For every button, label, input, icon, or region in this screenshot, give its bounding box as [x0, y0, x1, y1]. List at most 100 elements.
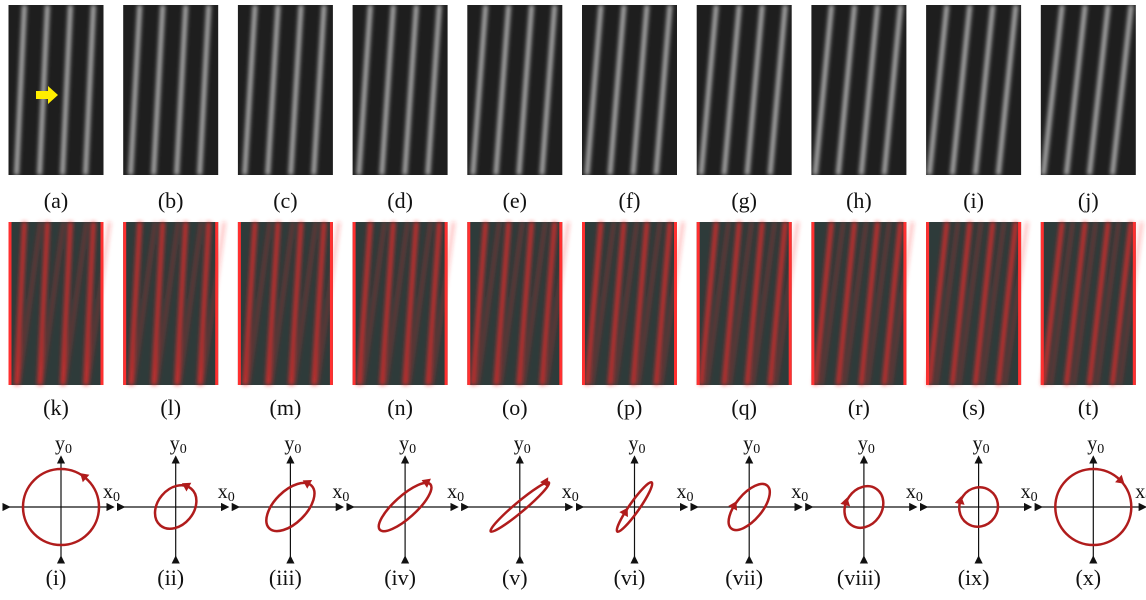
rotation-arrow	[955, 495, 968, 508]
x-axis-label: x0	[103, 481, 120, 506]
axis-sub: 0	[1097, 442, 1104, 457]
edge	[1041, 222, 1044, 385]
image-panel	[811, 222, 912, 385]
y-axis-label: y0	[1087, 433, 1104, 458]
axis-base: x	[447, 481, 457, 503]
axis-base: x	[332, 481, 342, 503]
edge	[9, 222, 12, 385]
axis-sub: 0	[524, 442, 531, 457]
axis-base: x	[103, 481, 113, 503]
edge	[123, 222, 126, 385]
image-panel	[238, 5, 333, 175]
axis-sub: 0	[983, 442, 990, 457]
axis-sub: 0	[65, 442, 72, 457]
image-panel	[238, 222, 339, 385]
panel-label: (viii)	[837, 565, 881, 590]
axis-base: y	[1087, 433, 1097, 455]
axis-sub: 0	[409, 442, 416, 457]
image-panel	[123, 222, 224, 385]
panel-label: (p)	[617, 395, 643, 420]
image-panel	[926, 222, 1027, 385]
y-axis-label: y0	[743, 433, 760, 458]
image-panel	[123, 5, 218, 175]
axis-base: x	[562, 481, 572, 503]
panel-label: (a)	[44, 188, 68, 213]
axis-base: y	[55, 433, 65, 455]
panel-label: (v)	[502, 565, 528, 590]
edge	[903, 222, 906, 385]
edge	[811, 222, 814, 385]
axis-sub: 0	[639, 442, 646, 457]
axis-sub: 0	[572, 490, 579, 505]
panel-label: (q)	[731, 395, 757, 420]
axis-sub: 0	[342, 490, 349, 505]
edge	[215, 222, 218, 385]
panel-label: (c)	[273, 188, 297, 213]
image-panel	[9, 222, 110, 385]
panel-label: (h)	[846, 188, 872, 213]
x-axis-label: x0	[1021, 481, 1038, 506]
edge	[467, 222, 470, 385]
panel-label: (s)	[962, 395, 985, 420]
axis-base: x	[791, 481, 801, 503]
panel-label: (iii)	[269, 565, 302, 590]
panel-label: (k)	[43, 395, 69, 420]
image-panel	[926, 5, 1021, 175]
image-panel	[1041, 5, 1136, 175]
axis-sub: 0	[113, 490, 120, 505]
axis-base: y	[399, 433, 409, 455]
polarization-ellipse	[258, 471, 326, 539]
edge	[101, 222, 104, 385]
panel-label: (e)	[503, 188, 527, 213]
edge	[674, 222, 677, 385]
y-axis-label: y0	[973, 433, 990, 458]
y-axis-label: y0	[55, 433, 72, 458]
panel-label: (m)	[270, 395, 302, 420]
axis-base: y	[858, 433, 868, 455]
axis-base: y	[743, 433, 753, 455]
panel-label: (vi)	[614, 565, 646, 590]
edge	[330, 222, 333, 385]
panel-label: (f)	[619, 188, 641, 213]
x-axis-label: x0	[218, 481, 235, 506]
x-axis-label: x0	[791, 481, 808, 506]
polarization-ellipse	[146, 473, 207, 536]
image-panel	[1041, 222, 1142, 385]
axis-sub: 0	[868, 442, 875, 457]
panel-label: (o)	[502, 395, 528, 420]
x-axis-label: x0	[906, 481, 923, 506]
axis-sub: 0	[228, 490, 235, 505]
edge	[445, 222, 448, 385]
polarization-ellipse	[949, 478, 1005, 534]
panel-label: (r)	[848, 395, 870, 420]
axis-sub: 0	[801, 490, 808, 505]
edge	[697, 222, 700, 385]
panel-label: (ix)	[958, 565, 990, 590]
figure: (a)(k)y0x0(i)(b)(l)y0x0(ii)(c)(m)y0x0(ii…	[0, 0, 1146, 600]
axis-sub: 0	[753, 442, 760, 457]
axis-base: y	[284, 433, 294, 455]
image-panel	[697, 5, 792, 175]
x-axis-label: x0	[1135, 481, 1146, 506]
panel-label: (g)	[731, 188, 757, 213]
image-panel	[697, 222, 798, 385]
x-axis-label: x0	[677, 481, 694, 506]
panel-label: (ii)	[157, 565, 184, 590]
panel-label: (b)	[158, 188, 184, 213]
panel-label: (n)	[387, 395, 413, 420]
axis-base: x	[1021, 481, 1031, 503]
edge	[238, 222, 241, 385]
x-axis-label: x0	[447, 481, 464, 506]
image-panel	[582, 5, 677, 175]
edge	[1133, 222, 1136, 385]
y-axis-label: y0	[514, 433, 531, 458]
rotation-arrow	[728, 499, 741, 512]
axis-sub: 0	[916, 490, 923, 505]
axis-sub: 0	[457, 490, 464, 505]
y-axis-label: y0	[629, 433, 646, 458]
y-axis-label: y0	[284, 433, 301, 458]
x-axis-label: x0	[332, 481, 349, 506]
edge	[926, 222, 929, 385]
panel-label: (t)	[1078, 395, 1099, 420]
axis-sub: 0	[1031, 490, 1038, 505]
